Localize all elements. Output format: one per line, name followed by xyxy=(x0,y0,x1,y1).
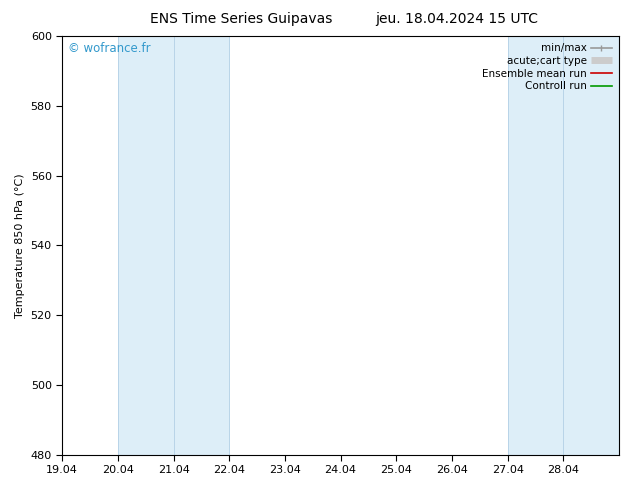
Text: jeu. 18.04.2024 15 UTC: jeu. 18.04.2024 15 UTC xyxy=(375,12,538,26)
Y-axis label: Temperature 850 hPa (°C): Temperature 850 hPa (°C) xyxy=(15,173,25,318)
Text: ENS Time Series Guipavas: ENS Time Series Guipavas xyxy=(150,12,332,26)
Bar xyxy=(564,36,619,455)
Bar xyxy=(508,36,564,455)
Text: © wofrance.fr: © wofrance.fr xyxy=(68,43,150,55)
Bar xyxy=(118,36,230,455)
Legend: min/max, acute;cart type, Ensemble mean run, Controll run: min/max, acute;cart type, Ensemble mean … xyxy=(480,41,614,93)
